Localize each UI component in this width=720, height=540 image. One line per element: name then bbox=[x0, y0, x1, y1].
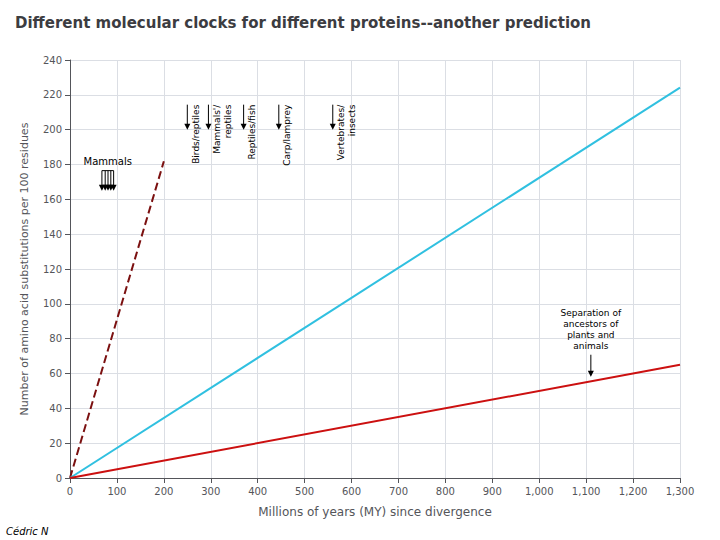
svg-text:100: 100 bbox=[107, 486, 126, 497]
svg-text:300: 300 bbox=[201, 486, 220, 497]
svg-text:220: 220 bbox=[43, 89, 62, 100]
svg-text:Reptiles/fish: Reptiles/fish bbox=[247, 105, 257, 160]
svg-text:Mammals'/: Mammals'/ bbox=[212, 104, 222, 154]
svg-text:1,000: 1,000 bbox=[525, 486, 554, 497]
svg-text:5.8 MY: 5.8 MY bbox=[352, 259, 387, 287]
svg-text:1,200: 1,200 bbox=[619, 486, 648, 497]
svg-text:Cytochrome c: Cytochrome c bbox=[335, 387, 406, 411]
svg-text:Hemoglobin: Hemoglobin bbox=[334, 242, 391, 285]
svg-text:Cédric N: Cédric N bbox=[6, 526, 49, 537]
svg-text:insects: insects bbox=[347, 104, 357, 136]
svg-text:240: 240 bbox=[43, 55, 62, 66]
svg-text:200: 200 bbox=[43, 124, 62, 135]
svg-text:plants and: plants and bbox=[567, 330, 614, 340]
svg-text:reptiles: reptiles bbox=[223, 104, 233, 138]
svg-text:1.1 MY: 1.1 MY bbox=[96, 298, 116, 334]
svg-text:Fibrinopeptides: Fibrinopeptides bbox=[78, 274, 111, 352]
svg-text:20: 20 bbox=[49, 438, 62, 449]
svg-text:400: 400 bbox=[248, 486, 267, 497]
svg-text:80: 80 bbox=[49, 333, 62, 344]
svg-text:0: 0 bbox=[67, 486, 73, 497]
svg-text:800: 800 bbox=[436, 486, 455, 497]
svg-text:600: 600 bbox=[342, 486, 361, 497]
svg-text:500: 500 bbox=[295, 486, 314, 497]
svg-text:Mammals: Mammals bbox=[84, 156, 132, 167]
svg-text:900: 900 bbox=[483, 486, 502, 497]
svg-text:1,300: 1,300 bbox=[666, 486, 695, 497]
svg-text:animals: animals bbox=[573, 341, 609, 351]
svg-text:1,100: 1,100 bbox=[572, 486, 601, 497]
svg-text:Separation of: Separation of bbox=[561, 308, 622, 318]
svg-text:40: 40 bbox=[49, 403, 62, 414]
svg-text:200: 200 bbox=[154, 486, 173, 497]
svg-text:60: 60 bbox=[49, 368, 62, 379]
svg-text:ancestors of: ancestors of bbox=[563, 319, 619, 329]
svg-text:140: 140 bbox=[43, 229, 62, 240]
svg-text:Vertebrates/: Vertebrates/ bbox=[336, 104, 346, 160]
svg-text:Different molecular clocks for: Different molecular clocks for different… bbox=[15, 14, 591, 32]
svg-text:0: 0 bbox=[56, 473, 62, 484]
svg-text:700: 700 bbox=[389, 486, 408, 497]
svg-text:Birds/reptiles: Birds/reptiles bbox=[191, 104, 201, 163]
svg-text:100: 100 bbox=[43, 298, 62, 309]
svg-text:Millions of years (MY) since d: Millions of years (MY) since divergence bbox=[258, 505, 492, 519]
svg-text:180: 180 bbox=[43, 159, 62, 170]
svg-text:Carp/lamprey: Carp/lamprey bbox=[282, 104, 292, 166]
svg-text:20.0 MY: 20.0 MY bbox=[352, 401, 394, 419]
svg-text:160: 160 bbox=[43, 194, 62, 205]
svg-text:Number of amino acid substitut: Number of amino acid substitutions per 1… bbox=[18, 122, 31, 415]
svg-text:120: 120 bbox=[43, 264, 62, 275]
